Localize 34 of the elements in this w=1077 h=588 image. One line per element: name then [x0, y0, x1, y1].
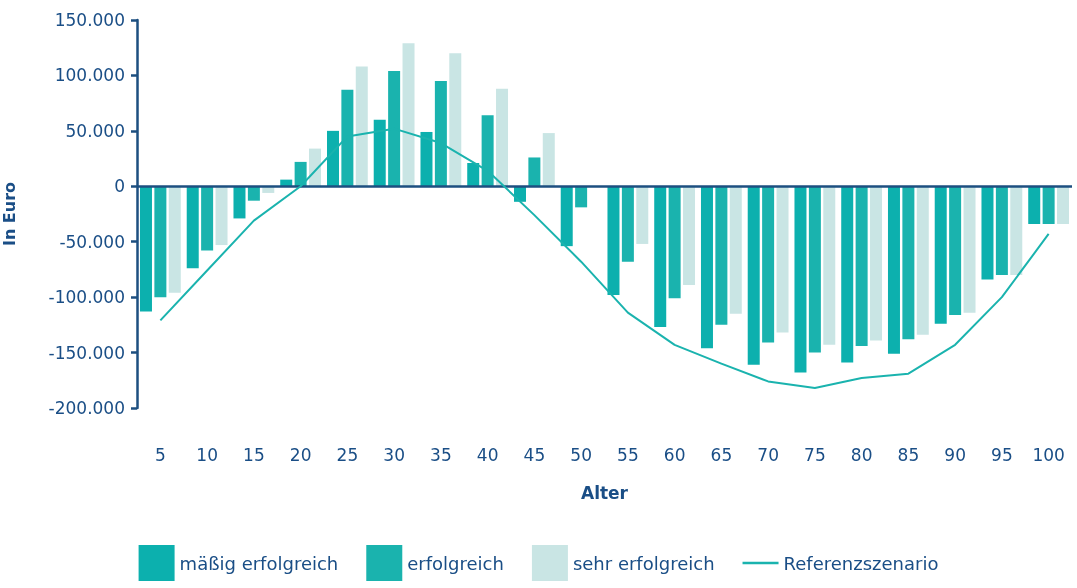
x-tick-label: 35 [430, 444, 452, 465]
y-tick-label: 0 [114, 176, 125, 197]
x-tick-label: 40 [476, 444, 499, 465]
x-tick-label: 5 [154, 444, 166, 465]
y-tick-label: -50.000 [59, 231, 125, 252]
x-tick-label: 65 [710, 444, 733, 465]
x-tick-label: 15 [243, 444, 265, 465]
y-tick-label: 100.000 [54, 65, 125, 86]
x-tick-label: 80 [850, 444, 873, 465]
x-tick-label: 90 [944, 444, 966, 465]
x-tick-label: 70 [757, 444, 779, 465]
y-axis-title: In Euro [0, 181, 19, 247]
y-tick-label: 150.000 [54, 10, 125, 30]
x-tick-label: 30 [383, 444, 405, 465]
x-tick-label: 75 [804, 444, 826, 465]
x-axis-title: Alter [580, 482, 629, 503]
y-tick-label: -150.000 [48, 342, 125, 363]
x-tick-label: 85 [897, 444, 920, 465]
x-tick-label: 50 [570, 444, 592, 465]
y-tick-label: 50.000 [65, 120, 125, 141]
x-tick-label: 10 [196, 444, 218, 465]
legend-label: mäßig erfolgreich [179, 552, 339, 574]
x-tick-label: 60 [663, 444, 686, 465]
legend-label: sehr erfolgreich [572, 552, 715, 574]
x-tick-label: 95 [991, 444, 1013, 465]
x-tick-label: 45 [523, 444, 546, 465]
legend-label: erfolgreich [407, 552, 504, 574]
y-tick-label: -100.000 [48, 287, 125, 308]
y-tick-label: -200.000 [48, 398, 125, 418]
x-tick-label: 20 [289, 444, 312, 465]
x-tick-label: 55 [617, 444, 639, 465]
x-tick-label: 100 [1032, 444, 1065, 465]
legend-label: Referenzszenario [783, 552, 939, 574]
x-tick-label: 25 [336, 444, 359, 465]
